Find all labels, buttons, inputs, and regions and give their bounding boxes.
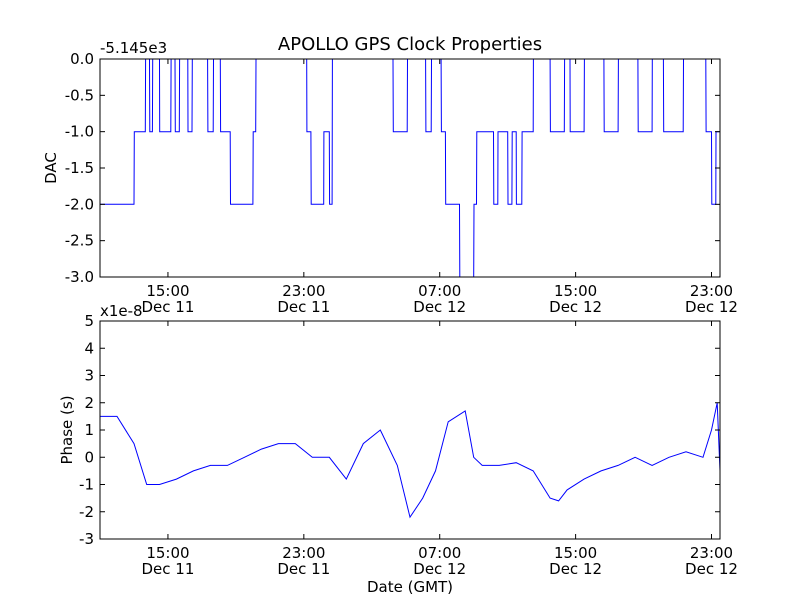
phase-ytick-label: -3 (79, 530, 94, 548)
dac-ytick-label: -2.5 (65, 232, 94, 250)
phase-xtick-label-date: Dec 12 (685, 560, 738, 578)
dac-xtick-label-date: Dec 11 (277, 298, 330, 316)
phase-xtick-label-time: 15:00 (554, 544, 597, 562)
dac-xtick-label-date: Dec 12 (685, 298, 738, 316)
dac-offset-text: -5.145e3 (100, 39, 167, 57)
chart-title: APOLLO GPS Clock Properties (278, 34, 542, 55)
phase-ytick-label: 1 (84, 421, 94, 439)
phase-ytick-label: 2 (84, 394, 94, 412)
dac-y-axis-label: DAC (42, 152, 60, 184)
phase-plot-area (100, 402, 721, 519)
dac-xtick-label-time: 23:00 (282, 282, 325, 300)
dac-xtick-label-time: 15:00 (554, 282, 597, 300)
phase-ytick-label: 3 (84, 367, 94, 385)
dac-ytick-label: -2.0 (65, 195, 94, 213)
phase-xtick-label-time: 07:00 (418, 544, 461, 562)
dac-xtick-label-time: 07:00 (418, 282, 461, 300)
phase-ytick-label: 0 (84, 448, 94, 466)
phase-axes-frame (99, 320, 721, 540)
phase-y-axis-label: Phase (s) (58, 395, 76, 464)
phase-ytick-label: 4 (84, 339, 94, 357)
dac-ytick-label: -0.5 (65, 86, 94, 104)
phase-xtick-label-date: Dec 11 (141, 560, 194, 578)
phase-xtick-label-date: Dec 12 (549, 560, 602, 578)
dac-xtick-label-date: Dec 12 (549, 298, 602, 316)
dac-xtick-label-date: Dec 11 (141, 298, 194, 316)
dac-ytick-label: 0.0 (70, 50, 94, 68)
dac-xtick-label-time: 23:00 (690, 282, 733, 300)
phase-xtick-label-date: Dec 12 (413, 560, 466, 578)
phase-offset-text: x1e-8 (100, 302, 143, 320)
phase-ytick-label: -1 (79, 476, 94, 494)
phase-xtick-label-time: 23:00 (282, 544, 325, 562)
dac-ytick-label: -1.5 (65, 159, 94, 177)
phase-ytick-label: -2 (79, 503, 94, 521)
phase-xtick-label-time: 23:00 (690, 544, 733, 562)
phase-ytick-label: 5 (84, 312, 94, 330)
dac-axes-frame (99, 58, 721, 278)
dac-xtick-label-date: Dec 12 (413, 298, 466, 316)
phase-series-line (100, 402, 721, 519)
dac-ytick-label: -3.0 (65, 268, 94, 286)
dac-xtick-label-time: 15:00 (146, 282, 189, 300)
phase-xtick-label-time: 15:00 (146, 544, 189, 562)
phase-x-axis-label: Date (GMT) (367, 578, 453, 596)
dac-ytick-label: -1.0 (65, 123, 94, 141)
phase-xtick-label-date: Dec 11 (277, 560, 330, 578)
